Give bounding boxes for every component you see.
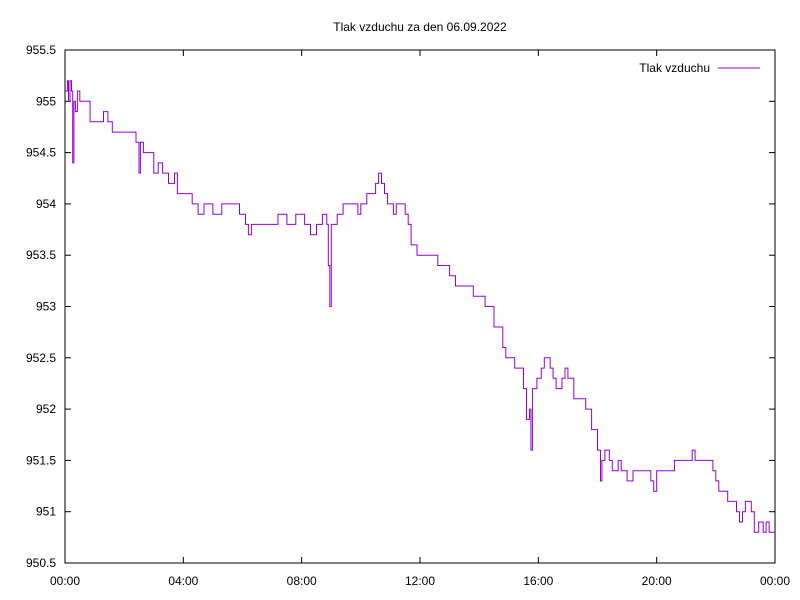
- y-tick-label: 954: [36, 197, 56, 211]
- y-tick-label: 955: [36, 94, 56, 108]
- y-tick-label: 953: [36, 300, 56, 314]
- x-tick-label: 04:00: [168, 574, 198, 588]
- plot-frame: [64, 49, 776, 564]
- y-tick-label: 951.5: [26, 453, 56, 467]
- x-tick-label: 00:00: [50, 574, 80, 588]
- x-tick-label: 00:00: [760, 574, 790, 588]
- legend-label: Tlak vzduchu: [639, 61, 710, 75]
- series-layer: [65, 80, 775, 533]
- y-tick-label: 952.5: [26, 351, 56, 365]
- legend: Tlak vzduchu: [639, 61, 760, 75]
- y-tick-label: 954.5: [26, 146, 56, 160]
- y-axis-ticks: 950.5 951 951.5 952 952.5 953 953.5 954 954.5 955…: [26, 43, 775, 570]
- x-axis-ticks: 00:00 04:00 08:00 12:00 16:00 20:00 00:00: [50, 50, 790, 588]
- series-line: [65, 80, 775, 533]
- chart-title: Tlak vzduchu za den 06.09.2022: [333, 20, 507, 34]
- y-tick-label: 951: [36, 505, 56, 519]
- y-tick-label: 950.5: [26, 556, 56, 570]
- y-tick-label: 955.5: [26, 43, 56, 57]
- x-tick-label: 16:00: [523, 574, 553, 588]
- x-tick-label: 12:00: [405, 574, 435, 588]
- y-tick-label: 952: [36, 402, 56, 416]
- x-tick-label: 08:00: [287, 574, 317, 588]
- x-tick-label: 20:00: [642, 574, 672, 588]
- y-tick-label: 953.5: [26, 248, 56, 262]
